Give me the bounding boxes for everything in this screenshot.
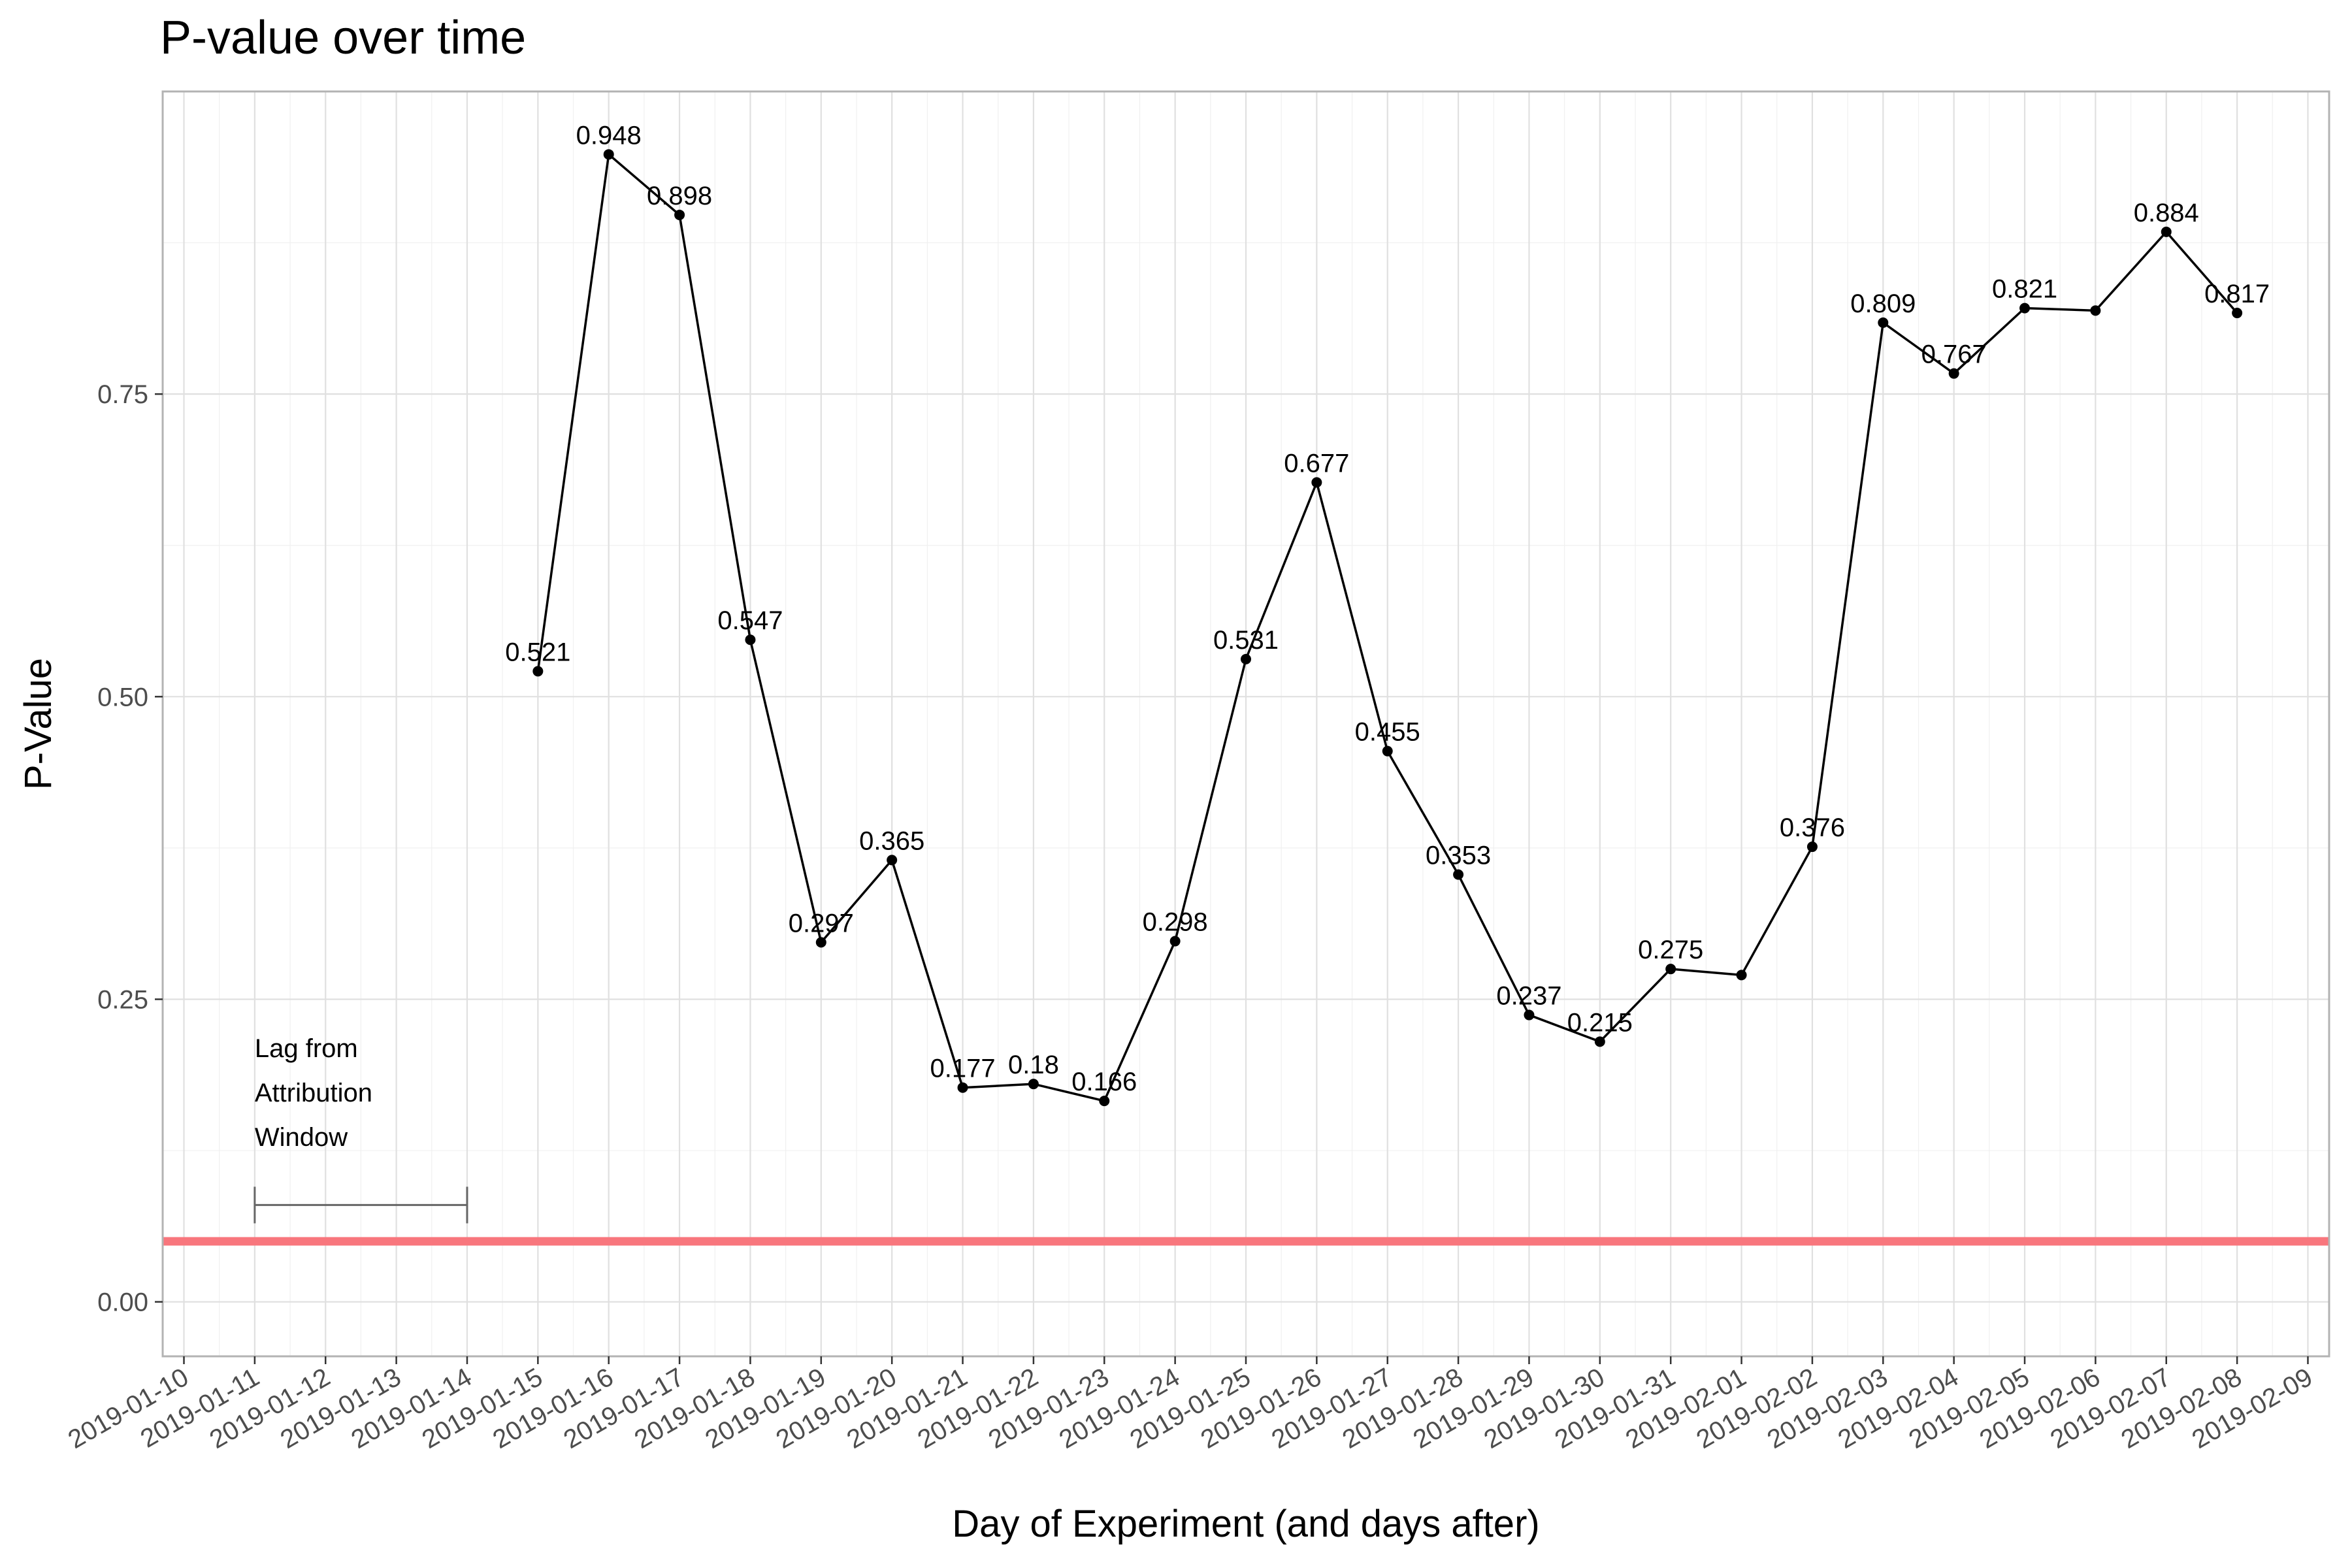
data-label: 0.298 [1143,908,1208,937]
data-label: 0.809 [1850,289,1916,318]
y-tick-label: 0.50 [97,683,148,711]
y-tick-label: 0.75 [97,380,148,409]
data-point [1241,653,1251,664]
data-label: 0.353 [1426,841,1491,870]
data-point [674,209,685,220]
data-label: 0.677 [1284,449,1349,478]
data-point [2090,305,2101,316]
chart-title: P-value over time [160,12,526,64]
data-point [1453,869,1464,880]
data-point [603,149,614,160]
data-label: 0.531 [1213,626,1279,655]
data-point [1736,970,1747,981]
lag-annotation-line: Lag from [255,1034,358,1063]
data-point [1524,1009,1535,1021]
data-label: 0.948 [576,121,642,150]
data-label: 0.817 [2204,280,2270,308]
data-point [1948,368,1959,379]
x-axis-title: Day of Experiment (and days after) [952,1503,1539,1545]
data-point [2019,302,2031,314]
data-point [1099,1096,1110,1107]
data-point [1665,964,1676,975]
y-axis-ticks: 0.00 0.25 0.50 0.75 [97,380,163,1317]
data-label: 0.376 [1780,813,1845,842]
data-point [1594,1036,1605,1047]
data-label: 0.215 [1567,1008,1633,1037]
data-point [887,855,898,866]
data-labels-layer: 0.521 0.948 0.898 0.547 0.297 0.365 0.177 0.18 0… [505,121,2270,1096]
data-label: 0.237 [1496,982,1561,1011]
lag-annotation-line: Window [255,1123,348,1152]
y-axis-title: P-Value [17,658,59,790]
data-label: 0.166 [1071,1068,1137,1096]
data-label: 0.18 [1008,1051,1059,1079]
data-label: 0.884 [2134,199,2199,227]
data-point [2232,308,2243,319]
annotation-layer: Lag from Attribution Window [253,1034,468,1224]
data-point [2161,226,2172,237]
data-point [1169,936,1181,947]
data-label: 0.547 [717,606,783,635]
data-point [1028,1079,1039,1090]
data-label: 0.898 [647,182,712,210]
lag-annotation-line: Attribution [255,1079,372,1107]
data-label: 0.365 [859,826,924,855]
series-layer [532,149,2243,1107]
y-tick-label: 0.25 [97,985,148,1014]
data-point [1382,745,1393,757]
data-point [1806,841,1818,853]
data-label: 0.767 [1921,340,1987,369]
y-tick-label: 0.00 [97,1288,148,1317]
major-gridlines [163,91,2329,1356]
data-point [532,666,544,677]
data-label: 0.297 [789,909,854,938]
data-point [957,1082,968,1093]
data-point [815,937,826,948]
data-label: 0.455 [1355,718,1420,747]
data-point [745,634,756,645]
data-label: 0.521 [505,638,570,666]
data-label: 0.821 [1992,275,2057,304]
data-point [1311,477,1322,488]
data-label: 0.275 [1638,936,1703,964]
data-point [1878,317,1889,328]
data-label: 0.177 [930,1054,995,1083]
